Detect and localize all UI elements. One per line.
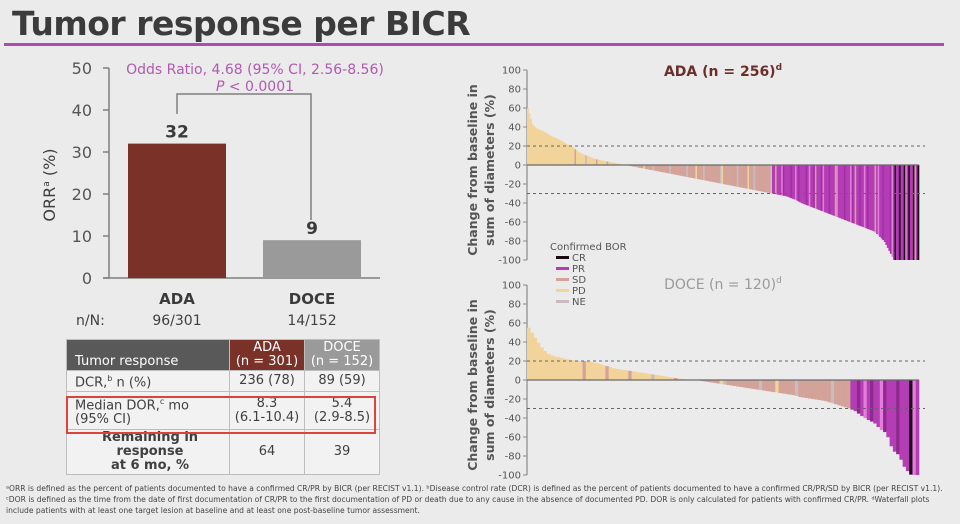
row-label-dcr: DCR,b n (%) [66,369,230,393]
svg-text:-40: -40 [505,414,521,425]
table-row: Median DOR,c mo (95% CI) 8.3 (6.1-10.4) 5.… [66,391,380,431]
svg-text:80: 80 [508,85,521,96]
svg-text:20: 20 [508,357,521,368]
svg-text:40: 40 [508,338,521,349]
category-label: DOCE [289,290,335,308]
category-label: ADA [159,290,195,308]
header-ada: ADA (n = 301) [229,339,305,371]
remaining-doce-value: 39 [304,429,380,476]
legend-item-pd: PD [572,286,586,297]
y-tick-label: 0 [82,269,92,288]
title-divider [4,43,944,46]
y-tick-label: 20 [72,185,92,204]
header-doce: DOCE (n = 152) [304,339,380,371]
y-tick-label: 10 [72,227,92,246]
dcr-doce-value: 89 (59) [304,369,380,393]
table-header-row: Tumor response ADA (n = 301) DOCE (n = 152… [66,339,380,371]
svg-text:100: 100 [502,66,521,77]
bar-value-label: 32 [165,123,189,143]
doce-y-axis-label-line1: Change from baseline in [465,299,480,471]
legend-title: Confirmed BOR [550,242,627,253]
footnote: ᵃORR is defined as the percent of patien… [6,484,943,515]
y-tick-label: 30 [72,143,92,162]
svg-text:-100: -100 [498,471,521,481]
page-title: Tumor response per BICR [12,4,471,43]
header-tumor-response: Tumor response [66,339,230,371]
doce-y-axis-label-line2: sum of diameters (%) [482,309,497,461]
y-tick-label: 40 [72,101,92,120]
svg-text:100: 100 [502,281,521,292]
bar-value-label: 9 [306,219,318,239]
p-value-text: P < 0.0001 [216,79,294,95]
svg-text:-80: -80 [505,452,521,463]
svg-text:-60: -60 [505,218,521,229]
y-tick-label: 50 [72,59,92,78]
table-row: DCR,b n (%) 236 (78) 89 (59) [66,369,380,393]
legend-item-sd: SD [572,275,586,286]
row-label-remaining-response: Remaining in response at 6 mo, % [66,429,230,476]
dor-ada-value: 8.3 (6.1-10.4) [229,391,305,431]
orr-bar-chart: ORRa (%) 0 10 20 30 40 50 32 ADA 96/301 9 DOCE 14/… [40,59,384,329]
svg-text:-20: -20 [505,180,521,191]
ada-waterfall-title: ADA (n = 256)d [664,63,782,80]
remaining-ada-value: 64 [229,429,305,476]
dcr-ada-value: 236 (78) [229,369,305,393]
svg-text:0: 0 [515,376,521,387]
svg-text:-60: -60 [505,433,521,444]
doce-waterfall-title: DOCE (n = 120)d [664,276,782,293]
svg-text:-80: -80 [505,237,521,248]
svg-text:-40: -40 [505,199,521,210]
svg-text:20: 20 [508,142,521,153]
significance-bracket [176,93,312,220]
svg-text:60: 60 [508,104,521,115]
svg-text:80: 80 [508,300,521,311]
svg-text:40: 40 [508,123,521,134]
n-over-n-value: 14/152 [287,313,336,329]
ada-waterfall-plot: -100 -80 -60 -40 -20 0 20 40 60 80 100 [498,66,925,267]
odds-ratio-text: Odds Ratio, 4.68 (95% CI, 2.56-8.56) [126,62,384,78]
legend-item-cr: CR [572,253,586,264]
orr-y-axis-label: ORRa (%) [40,148,59,221]
bar-doce [263,240,361,278]
n-over-n-value: 96/301 [152,313,201,329]
dor-doce-value: 5.4 (2.9-8.5) [304,391,380,431]
svg-text:0: 0 [515,161,521,172]
ada-y-axis-label-line1: Change from baseline in [465,84,480,256]
n-over-n-label: n/N: [76,313,105,329]
svg-text:-20: -20 [505,395,521,406]
ada-y-axis-label-line2: sum of diameters (%) [482,94,497,246]
row-label-median-dor: Median DOR,c mo (95% CI) [66,391,230,431]
orr-bars: 32 ADA 96/301 9 DOCE 14/152 [128,123,361,329]
doce-waterfall-plot: -100 -80 -60 -40 -20 0 20 40 60 80 100 [498,281,925,481]
tumor-response-table: Tumor response ADA (n = 301) DOCE (n = 152… [66,339,380,476]
legend-item-pr: PR [572,264,585,275]
table-row: Remaining in response at 6 mo, % 64 39 [66,429,380,476]
orr-y-ticks: 0 10 20 30 40 50 [72,59,109,288]
legend-item-ne: NE [572,297,586,308]
bar-ada [128,143,226,278]
svg-text:-100: -100 [498,256,521,267]
svg-text:60: 60 [508,319,521,330]
